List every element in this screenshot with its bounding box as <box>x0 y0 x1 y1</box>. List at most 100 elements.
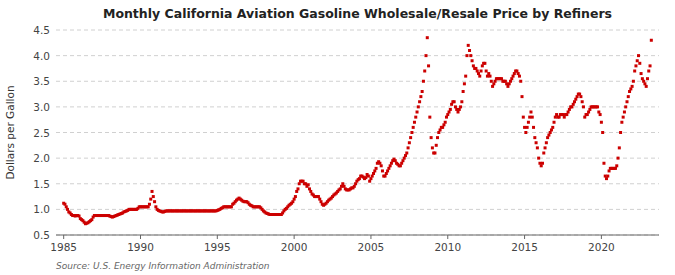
point <box>553 121 556 124</box>
point <box>517 72 520 75</box>
point <box>309 190 312 193</box>
point <box>431 146 434 149</box>
point <box>554 116 557 119</box>
point <box>601 131 604 134</box>
point <box>372 172 375 175</box>
point <box>622 116 625 119</box>
point <box>399 164 402 167</box>
y-tick-label: 0.5 <box>33 229 50 241</box>
point <box>629 87 632 90</box>
point <box>78 215 81 218</box>
point <box>619 131 622 134</box>
point <box>147 205 150 208</box>
y-grid-line <box>56 209 659 210</box>
point <box>524 131 527 134</box>
point <box>400 162 403 165</box>
point <box>485 70 488 73</box>
x-tick-label: 1990 <box>127 241 154 253</box>
x-axis-line <box>56 235 659 236</box>
point <box>504 80 507 83</box>
point <box>650 39 653 42</box>
point <box>424 54 427 57</box>
point <box>307 183 310 186</box>
point <box>442 123 445 126</box>
x-tick-label: 2015 <box>511 241 538 253</box>
point <box>561 113 564 116</box>
point <box>340 185 343 188</box>
point <box>512 75 515 78</box>
point <box>448 111 451 114</box>
point <box>486 75 489 78</box>
point <box>403 157 406 160</box>
point <box>298 182 301 185</box>
point <box>426 36 429 39</box>
x-tick-label: 1985 <box>50 241 77 253</box>
point <box>467 44 470 47</box>
point <box>469 54 472 57</box>
point <box>381 169 384 172</box>
point <box>441 126 444 129</box>
point <box>614 167 617 170</box>
point <box>416 111 419 114</box>
point <box>623 111 626 114</box>
y-grid-line <box>56 235 659 236</box>
x-tick <box>524 235 525 239</box>
point <box>533 136 536 139</box>
chart-svg: Monthly California Aviation Gasoline Who… <box>0 0 675 275</box>
point <box>642 80 645 83</box>
point <box>487 72 490 75</box>
point <box>296 187 299 190</box>
point <box>587 111 590 114</box>
x-tick <box>601 235 602 239</box>
x-tick <box>370 235 371 239</box>
point <box>531 116 534 119</box>
point <box>597 111 600 114</box>
x-tick-label: 2005 <box>358 241 385 253</box>
point <box>339 187 342 190</box>
point <box>624 105 627 108</box>
point <box>457 111 460 114</box>
point <box>490 80 493 83</box>
grid <box>56 30 659 235</box>
point <box>409 136 412 139</box>
points <box>62 36 653 225</box>
point <box>437 131 440 134</box>
point <box>519 80 522 83</box>
point <box>148 203 151 206</box>
point <box>538 162 541 165</box>
point <box>476 70 479 73</box>
point <box>459 105 462 108</box>
point <box>605 177 608 180</box>
point <box>606 175 609 178</box>
point <box>549 131 552 134</box>
point <box>373 169 376 172</box>
point <box>230 205 233 208</box>
y-grid-line <box>56 106 659 107</box>
point <box>491 85 494 88</box>
point <box>464 75 467 78</box>
point <box>526 126 529 129</box>
point <box>455 108 458 111</box>
point <box>418 100 421 103</box>
point <box>632 80 635 83</box>
point <box>436 136 439 139</box>
point <box>341 182 344 185</box>
point <box>410 131 413 134</box>
point <box>294 195 297 198</box>
point <box>483 62 486 65</box>
point <box>640 72 643 75</box>
point <box>472 64 475 67</box>
point <box>506 85 509 88</box>
point <box>63 203 66 206</box>
point <box>615 164 618 167</box>
point <box>641 77 644 80</box>
point <box>390 162 393 165</box>
y-tick-label: 3.5 <box>33 75 50 87</box>
point <box>414 116 417 119</box>
point <box>600 121 603 124</box>
point <box>647 70 650 73</box>
point <box>446 113 449 116</box>
point <box>354 182 357 185</box>
point <box>596 105 599 108</box>
point <box>631 85 634 88</box>
